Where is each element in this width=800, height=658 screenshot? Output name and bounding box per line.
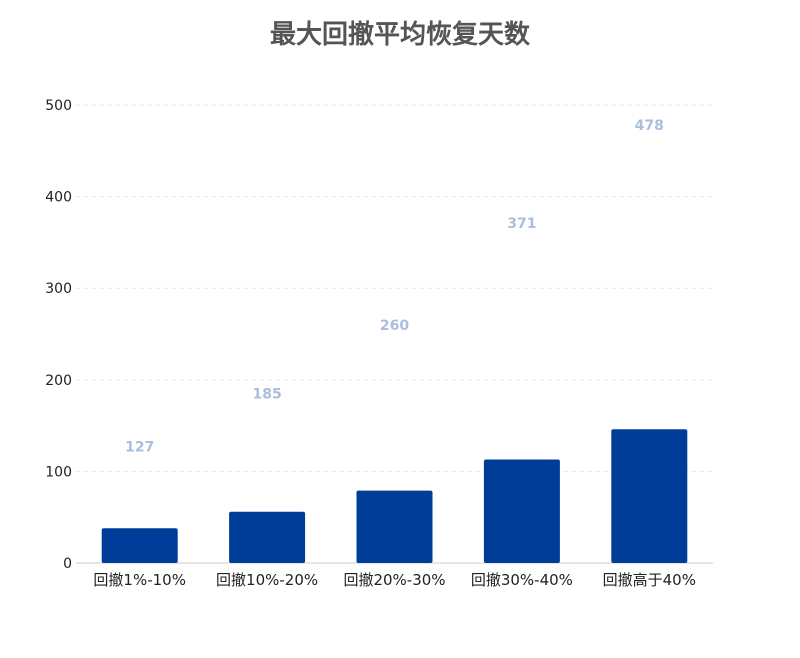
y-tick-label: 200	[45, 373, 72, 389]
y-tick-label: 100	[45, 464, 72, 480]
x-tick-label: 回撤1%-10%	[93, 571, 186, 589]
data-label: 478	[635, 118, 664, 134]
bar	[101, 528, 178, 563]
x-tick-label: 回撤高于40%	[603, 571, 696, 589]
data-label: 371	[507, 216, 536, 232]
data-label: 185	[252, 387, 281, 403]
y-tick-label: 500	[45, 98, 72, 114]
x-tick-label: 回撤30%-40%	[471, 571, 573, 589]
bar	[356, 490, 433, 563]
x-tick-label: 回撤20%-30%	[343, 571, 445, 589]
x-tick-label: 回撤10%-20%	[216, 571, 318, 589]
data-label: 260	[380, 318, 409, 334]
y-tick-label: 300	[45, 281, 72, 297]
chart-title: 最大回撤平均恢复天数	[269, 20, 530, 50]
bar	[483, 459, 560, 563]
bar	[229, 511, 306, 563]
y-tick-label: 0	[63, 556, 72, 572]
bar	[611, 429, 688, 563]
y-tick-label: 400	[45, 190, 72, 206]
data-label: 127	[125, 440, 154, 456]
